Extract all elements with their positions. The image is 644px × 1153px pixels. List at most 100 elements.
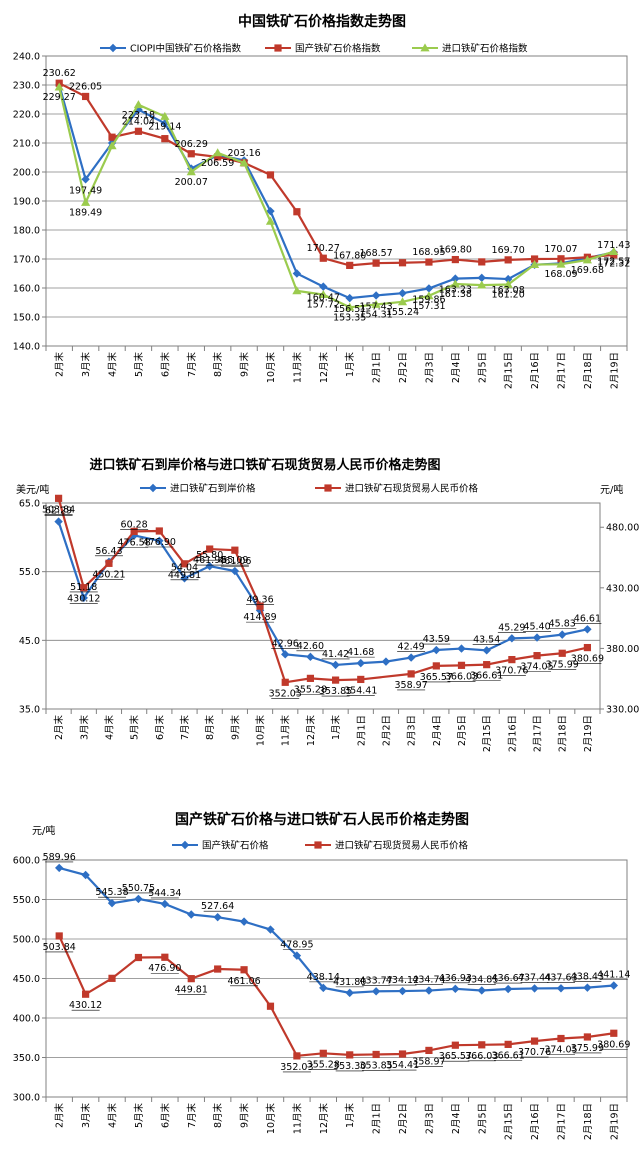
y-axis-unit: 美元/吨 [16, 483, 49, 496]
data-point [532, 633, 542, 642]
data-label: 54.04 [171, 562, 198, 573]
legend-label: 进口铁矿石到岸价格 [170, 483, 256, 495]
data-point [319, 1049, 327, 1057]
chart-title: 国产铁矿石价格与进口铁矿石人民币价格走势图 [175, 811, 469, 828]
series-line [58, 86, 615, 309]
data-point [398, 1050, 407, 1058]
x-tick-label: 12月末 [305, 715, 317, 747]
x-tick-label: 4月末 [107, 1103, 119, 1129]
data-label: 189.49 [69, 207, 102, 218]
data-label: 437.44 [518, 972, 551, 983]
data-point [214, 965, 222, 973]
data-label: 433.77 [359, 975, 392, 986]
data-point [397, 297, 408, 306]
data-label: 380.69 [597, 1039, 630, 1050]
y-tick-label: 210.0 [13, 139, 40, 150]
data-label: 478.95 [280, 940, 313, 951]
data-label: 168.57 [359, 248, 392, 259]
data-label: 461.06 [227, 976, 260, 987]
chart-title: 中国铁矿石价格指数走势图 [238, 13, 406, 30]
data-point [406, 653, 416, 662]
data-point [425, 258, 433, 266]
x-tick-label: 2月19日 [609, 352, 620, 389]
data-point [583, 643, 592, 652]
data-label: 42.96 [272, 638, 299, 649]
x-tick-label: 10月末 [265, 352, 277, 384]
data-point [187, 910, 196, 919]
data-point [134, 953, 143, 962]
data-point [583, 1033, 591, 1041]
x-tick-label: 2月末 [54, 1103, 66, 1129]
legend-marker [314, 841, 322, 849]
data-point [108, 133, 116, 141]
series [54, 494, 592, 686]
data-point [557, 255, 565, 263]
data-point [187, 150, 195, 158]
data-point [533, 652, 541, 660]
series-line [58, 866, 614, 994]
chart1-svg: 中国铁矿石价格指数走势图 140.0 150.0 160.0 170.0 180.0 190… [13, 13, 631, 389]
legend: CIOPI中国铁矿石价格指数 国产铁矿石价格指数 进口铁矿石价格指数 [100, 43, 528, 55]
data-point [54, 517, 63, 526]
y-tick-label: 200.0 [13, 168, 40, 179]
data-point [81, 197, 91, 206]
data-point [457, 644, 466, 653]
y-tick-label: 140.0 [13, 342, 40, 353]
data-point [54, 494, 63, 502]
data-point [293, 208, 301, 216]
x-tick-label: 2月末 [53, 715, 65, 741]
data-point [372, 1050, 380, 1059]
data-point [425, 1046, 433, 1055]
data-label: 168.95 [412, 247, 445, 258]
data-point [293, 1052, 301, 1060]
legend-marker [148, 483, 158, 493]
data-point [345, 293, 354, 303]
data-point [503, 984, 513, 994]
data-point [331, 660, 340, 670]
data-point [266, 206, 275, 216]
data-label: 545.38 [95, 887, 128, 898]
data-label: 203.16 [227, 148, 260, 159]
x-tick-label: 2月3日 [424, 352, 435, 383]
data-label: 206.59 [201, 158, 234, 169]
data-point [256, 602, 264, 610]
x-tick-label: 2月2日 [381, 715, 392, 746]
data-point [161, 135, 169, 143]
x-tick-label: 8月末 [204, 715, 216, 741]
data-point [318, 290, 328, 299]
y-tick-label: 550.0 [13, 895, 40, 906]
data-point [306, 674, 315, 682]
data-point [477, 986, 486, 995]
data-point [424, 284, 434, 293]
data-label: 430.12 [67, 594, 100, 605]
y-tick-label: 240.0 [13, 52, 40, 63]
plot-area [45, 502, 601, 710]
x-tick-label: 2月15日 [504, 1103, 515, 1140]
data-label: 172.57 [597, 257, 630, 268]
data-point [504, 1040, 512, 1048]
x-tick-label: 2月3日 [424, 1103, 435, 1134]
data-point [160, 111, 170, 120]
data-label: 461.06 [218, 556, 251, 567]
x-tick-label: 2月16日 [530, 352, 541, 389]
data-point [346, 261, 354, 269]
data-point [107, 141, 117, 150]
data-label: 229.27 [43, 92, 76, 103]
data-point [180, 574, 189, 583]
data-label: 167.80 [333, 250, 366, 261]
data-label: 366.61 [492, 1050, 525, 1061]
data-point [205, 561, 214, 571]
series [55, 932, 618, 1060]
legend-label: 国产铁矿石价格 [202, 840, 269, 852]
data-label: 354.41 [386, 1060, 419, 1071]
y-tick-label: 160.0 [13, 284, 40, 295]
data-label: 43.59 [423, 634, 450, 645]
data-label: 171.43 [597, 240, 630, 251]
x-tick-label: 9月末 [239, 352, 251, 378]
legend-marker [324, 484, 332, 492]
x-tick-label: 1月末 [330, 715, 342, 741]
data-label: 380.69 [571, 654, 604, 665]
data-point [583, 983, 592, 992]
data-label: 476.90 [148, 963, 181, 974]
data-label: 503.84 [42, 504, 75, 515]
